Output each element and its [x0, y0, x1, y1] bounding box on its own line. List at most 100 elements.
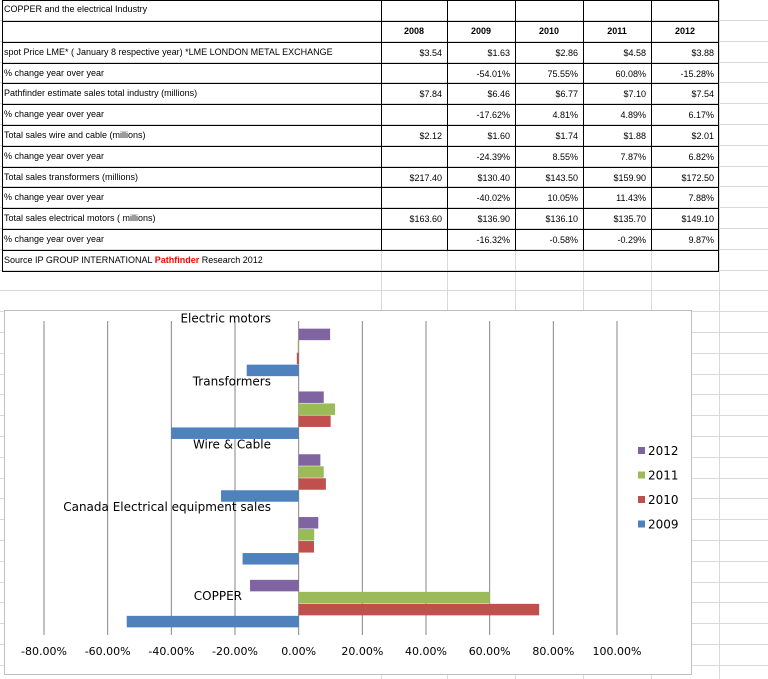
cell-value: $217.40	[409, 172, 442, 183]
category-label: Transformers	[192, 374, 271, 388]
cell-value: $136.90	[477, 214, 510, 225]
x-tick-label: 0.00%	[281, 645, 316, 658]
table-border	[2, 21, 719, 22]
row-label: % change year over year	[4, 109, 105, 120]
cell-value: $7.54	[691, 89, 714, 100]
cell-value: $149.10	[681, 214, 714, 225]
x-tick-label: -60.00%	[85, 645, 131, 658]
x-tick-label: 40.00%	[405, 645, 447, 658]
bar-2010	[298, 603, 540, 616]
table-border	[2, 125, 719, 126]
row-label: % change year over year	[4, 234, 105, 244]
sheet-gridline	[0, 103, 768, 104]
bar-2012	[298, 328, 331, 341]
cell-value: 6.82%	[688, 151, 714, 162]
sheet-gridline	[0, 290, 768, 291]
cell-value: 10.05%	[547, 193, 578, 204]
category-label: Electric motors	[180, 312, 271, 326]
sheet-gridline	[0, 186, 768, 187]
sheet-gridline	[0, 228, 768, 229]
bar-2010	[298, 478, 326, 490]
cell-value: -16.32%	[476, 235, 510, 245]
legend-label: 2010	[648, 493, 679, 507]
sheet-gridline	[0, 62, 768, 63]
table-border	[2, 229, 719, 230]
table-border	[447, 0, 448, 250]
cell-value: $1.74	[555, 131, 578, 141]
row-label: Total sales wire and cable (millions)	[4, 130, 146, 140]
table-border	[2, 146, 719, 147]
table-border	[515, 0, 516, 250]
row-label: Total sales transformers (millions)	[4, 171, 139, 182]
table-border	[2, 187, 719, 188]
sheet-gridline	[0, 270, 768, 271]
source-note: Source IP GROUP INTERNATIONAL Pathfinder…	[4, 254, 263, 266]
x-tick-label: 100.00%	[593, 645, 642, 658]
row-label: % change year over year	[4, 150, 105, 161]
bar-2010	[298, 541, 314, 553]
bar-2012	[298, 391, 324, 403]
cell-value: $1.63	[487, 47, 510, 58]
table-border	[2, 83, 719, 84]
bar-2009	[221, 490, 299, 502]
cell-value: $3.88	[691, 47, 714, 58]
table-border	[381, 0, 382, 250]
table-border	[2, 0, 3, 271]
cell-value: $159.90	[613, 172, 646, 183]
category-label: Canada Electrical equipment sales	[63, 500, 271, 514]
bar-2009	[246, 364, 299, 377]
cell-value: $3.54	[419, 47, 442, 58]
table-border	[2, 208, 719, 209]
cell-value: $1.88	[623, 131, 646, 141]
cell-value: $6.77	[555, 89, 578, 100]
year-header: 2009	[470, 26, 492, 36]
cell-value: $7.84	[419, 89, 442, 100]
row-label: spot Price LME* ( January 8 respective y…	[4, 46, 333, 57]
cell-value: -54.01%	[476, 68, 510, 79]
cell-value: 7.87%	[620, 151, 646, 162]
cell-value: -0.29%	[617, 235, 646, 245]
cell-value: 60.08%	[615, 68, 646, 79]
x-tick-label: 80.00%	[532, 645, 574, 658]
x-tick-label: -80.00%	[21, 645, 67, 658]
cell-value: -24.39%	[476, 151, 510, 162]
table-border	[2, 167, 719, 168]
cell-value: -0.58%	[549, 235, 578, 245]
table-border	[2, 104, 719, 105]
source-text: Research 2012	[199, 254, 263, 265]
bar-2012	[298, 517, 319, 529]
bar-2009	[171, 427, 299, 439]
cell-value: $2.12	[419, 131, 442, 141]
sheet-gridline	[0, 20, 768, 21]
legend-label: 2012	[648, 444, 679, 458]
bar-2009	[126, 615, 299, 628]
year-header: 2011	[607, 26, 627, 36]
cell-value: $130.40	[477, 172, 510, 183]
chart-area[interactable]: -80.00% -60.00% -40.00% -20.00% 0.00% 20.00% 4…	[4, 310, 692, 675]
x-tick-label: 60.00%	[469, 645, 511, 658]
bar-2011	[298, 466, 324, 478]
year-header: 2012	[674, 26, 696, 36]
bar-2011	[298, 529, 315, 541]
x-tick-label: 20.00%	[341, 645, 383, 658]
table-border	[2, 63, 719, 64]
cell-value: $1.60	[487, 131, 510, 141]
row-label: Pathfinder estimate sales total industry…	[4, 88, 198, 99]
row-label: % change year over year	[4, 192, 105, 203]
table-border	[718, 0, 719, 271]
table-border	[651, 0, 652, 250]
bar-2012	[298, 454, 321, 466]
row-label: Total sales electrical motors ( millions…	[4, 213, 156, 224]
table-border	[2, 250, 719, 251]
cell-value: $6.46	[487, 89, 510, 100]
sheet-gridline	[0, 166, 768, 167]
legend-label: 2011	[648, 469, 679, 483]
year-header: 2010	[538, 26, 560, 36]
cell-value: 9.87%	[688, 235, 714, 245]
cell-value: $4.58	[623, 47, 646, 58]
legend-swatch	[638, 520, 645, 528]
legend-swatch	[638, 447, 645, 454]
cell-value: 8.55%	[552, 151, 578, 162]
sheet-gridline	[0, 124, 768, 125]
bar-2011	[297, 340, 299, 353]
